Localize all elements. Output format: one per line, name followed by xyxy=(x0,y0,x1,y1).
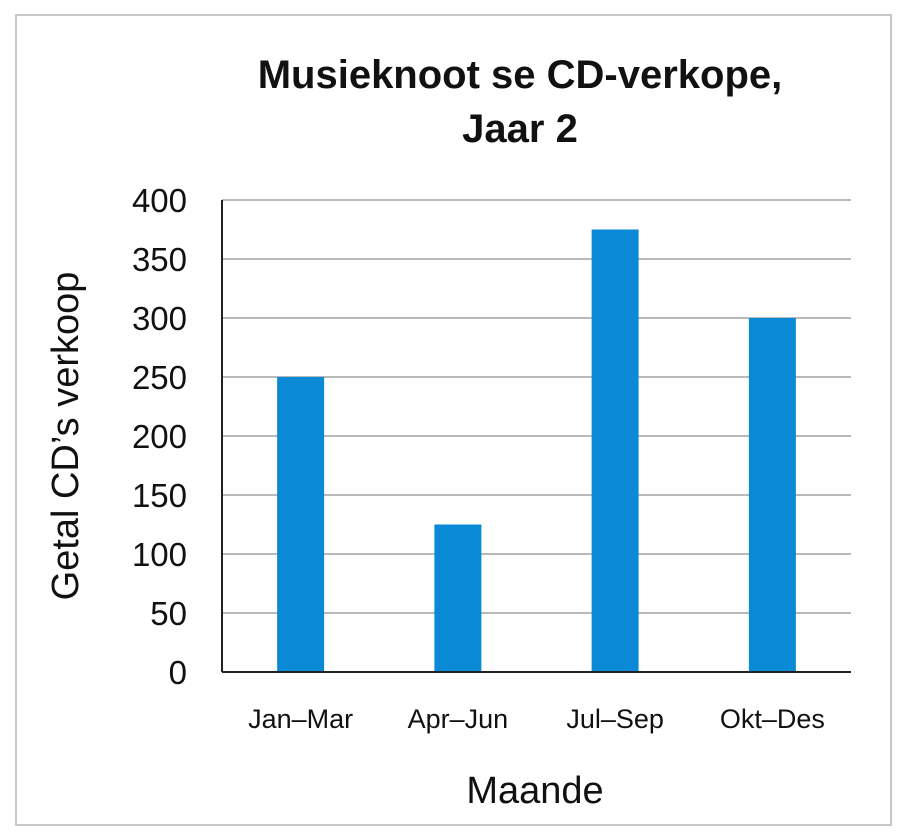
y-tick-label: 150 xyxy=(132,477,187,514)
x-axis-label: Maande xyxy=(466,770,603,812)
y-tick-label: 200 xyxy=(132,418,187,455)
y-tick-label: 100 xyxy=(132,536,187,573)
bar-2 xyxy=(434,524,482,672)
y-tick-label: 350 xyxy=(132,241,187,278)
x-tick-label: Apr–Jun xyxy=(408,704,509,734)
bar-4 xyxy=(748,318,796,672)
y-tick-label: 50 xyxy=(150,595,187,632)
bar-1 xyxy=(277,377,325,672)
y-tick-labels: 0 50 100 150 200 250 300 350 400 xyxy=(132,182,187,691)
x-tick-label: Okt–Des xyxy=(720,704,825,734)
bar-3 xyxy=(591,229,639,672)
x-tick-label: Jan–Mar xyxy=(248,704,353,734)
chart-title-line-1: Musieknoot se CD-verkope, xyxy=(258,53,783,97)
chart-title-line-2: Jaar 2 xyxy=(462,107,578,151)
x-tick-labels: Jan–Mar Apr–Jun Jul–Sep Okt–Des xyxy=(248,704,825,734)
y-tick-label: 250 xyxy=(132,359,187,396)
gridlines xyxy=(222,199,851,614)
y-tick-label: 0 xyxy=(169,654,187,691)
y-tick-label: 300 xyxy=(132,300,187,337)
x-tick-label: Jul–Sep xyxy=(566,704,664,734)
chart-frame xyxy=(15,14,892,826)
bars xyxy=(277,229,796,672)
y-tick-label: 400 xyxy=(132,182,187,219)
y-axis-label: Getal CD’s verkoop xyxy=(45,272,87,601)
